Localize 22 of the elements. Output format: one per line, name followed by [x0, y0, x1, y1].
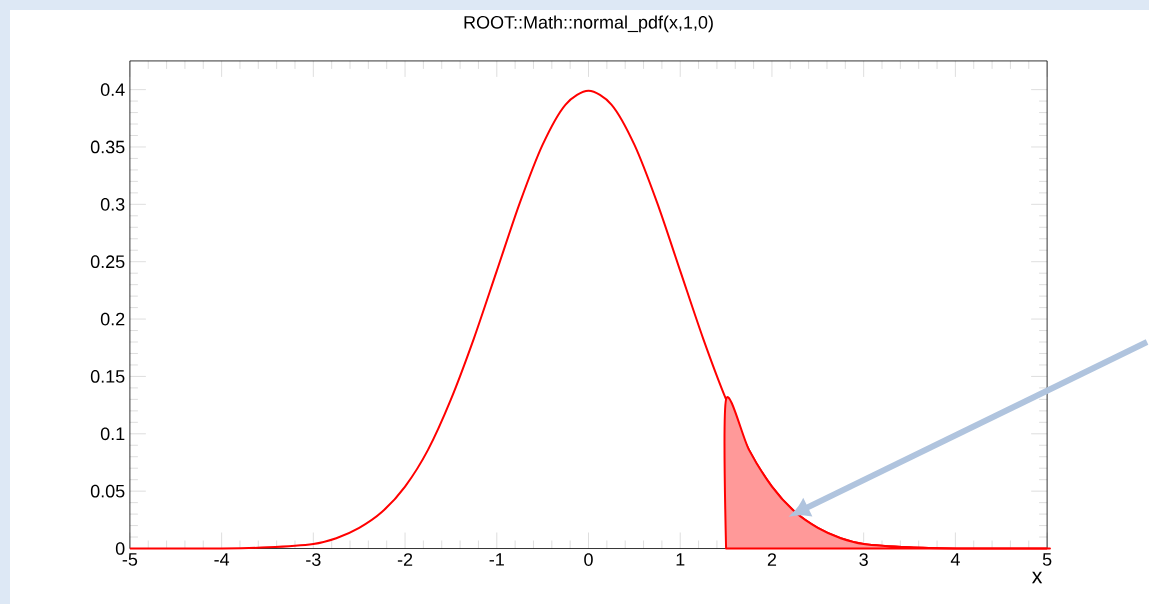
y-tick-label: 0.15 [90, 369, 125, 383]
x-axis-title: x [1031, 571, 1043, 583]
x-tick-label: 1 [676, 552, 685, 566]
x-tick-label: 4 [950, 552, 960, 566]
chart-title: ROOT::Math::normal_pdf(x,1,0) [464, 15, 713, 33]
x-tick-label: -5 [122, 552, 138, 566]
x-tick-label: -1 [489, 552, 504, 566]
x-tick-label: 2 [767, 552, 777, 566]
y-tick-label: 0.35 [90, 140, 125, 154]
x-tick-label: -3 [306, 552, 321, 566]
y-tick-label: 0.2 [100, 312, 125, 326]
x-tick-label: 5 [1042, 552, 1052, 566]
y-tick-label: 0.3 [100, 197, 125, 211]
x-tick-label: 3 [859, 552, 868, 566]
y-tick-label: 0.05 [90, 484, 125, 498]
x-tick-label: -2 [397, 552, 413, 566]
x-tick-label: -4 [214, 552, 230, 566]
y-tick-label: 0 [115, 541, 125, 555]
y-tick-label: 0.4 [100, 83, 125, 96]
y-tick-label: 0.1 [100, 427, 125, 440]
x-tick-label: 0 [584, 552, 593, 566]
y-tick-label: 0.25 [90, 255, 125, 268]
